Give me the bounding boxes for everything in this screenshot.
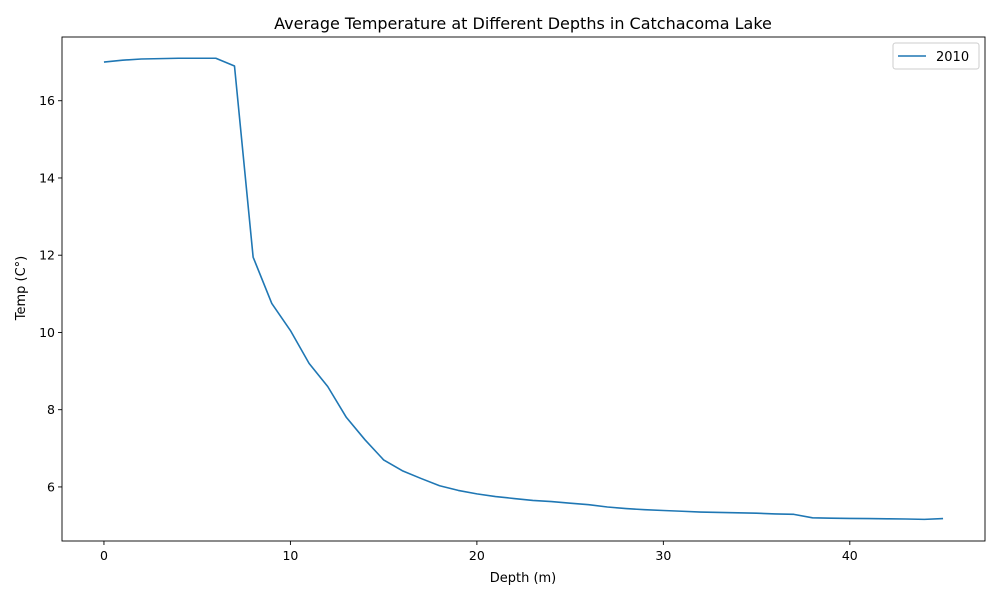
x-axis-label: Depth (m) (490, 571, 557, 586)
y-axis-label: Temp (C°) (14, 256, 29, 322)
legend-label: 2010 (936, 50, 969, 65)
y-tick-label: 14 (39, 170, 55, 185)
x-tick-label: 30 (655, 548, 671, 563)
legend-box (892, 42, 980, 70)
y-tick-label: 10 (39, 325, 55, 340)
chart-title: Average Temperature at Different Depths … (274, 14, 772, 33)
x-tick-label: 40 (842, 548, 858, 563)
y-tick-label: 8 (47, 402, 55, 417)
plot-area: 0 10 20 30 40 6 8 10 12 14 16 2010 (39, 36, 986, 563)
x-tick-label: 10 (282, 548, 298, 563)
x-tick-label: 20 (469, 548, 485, 563)
y-tick-label: 16 (39, 93, 55, 108)
series-line-0 (103, 57, 944, 521)
x-tick-label: 0 (100, 548, 108, 563)
plot-frame (61, 36, 986, 542)
y-tick-label: 12 (39, 248, 55, 263)
y-tick-label: 6 (47, 479, 55, 494)
